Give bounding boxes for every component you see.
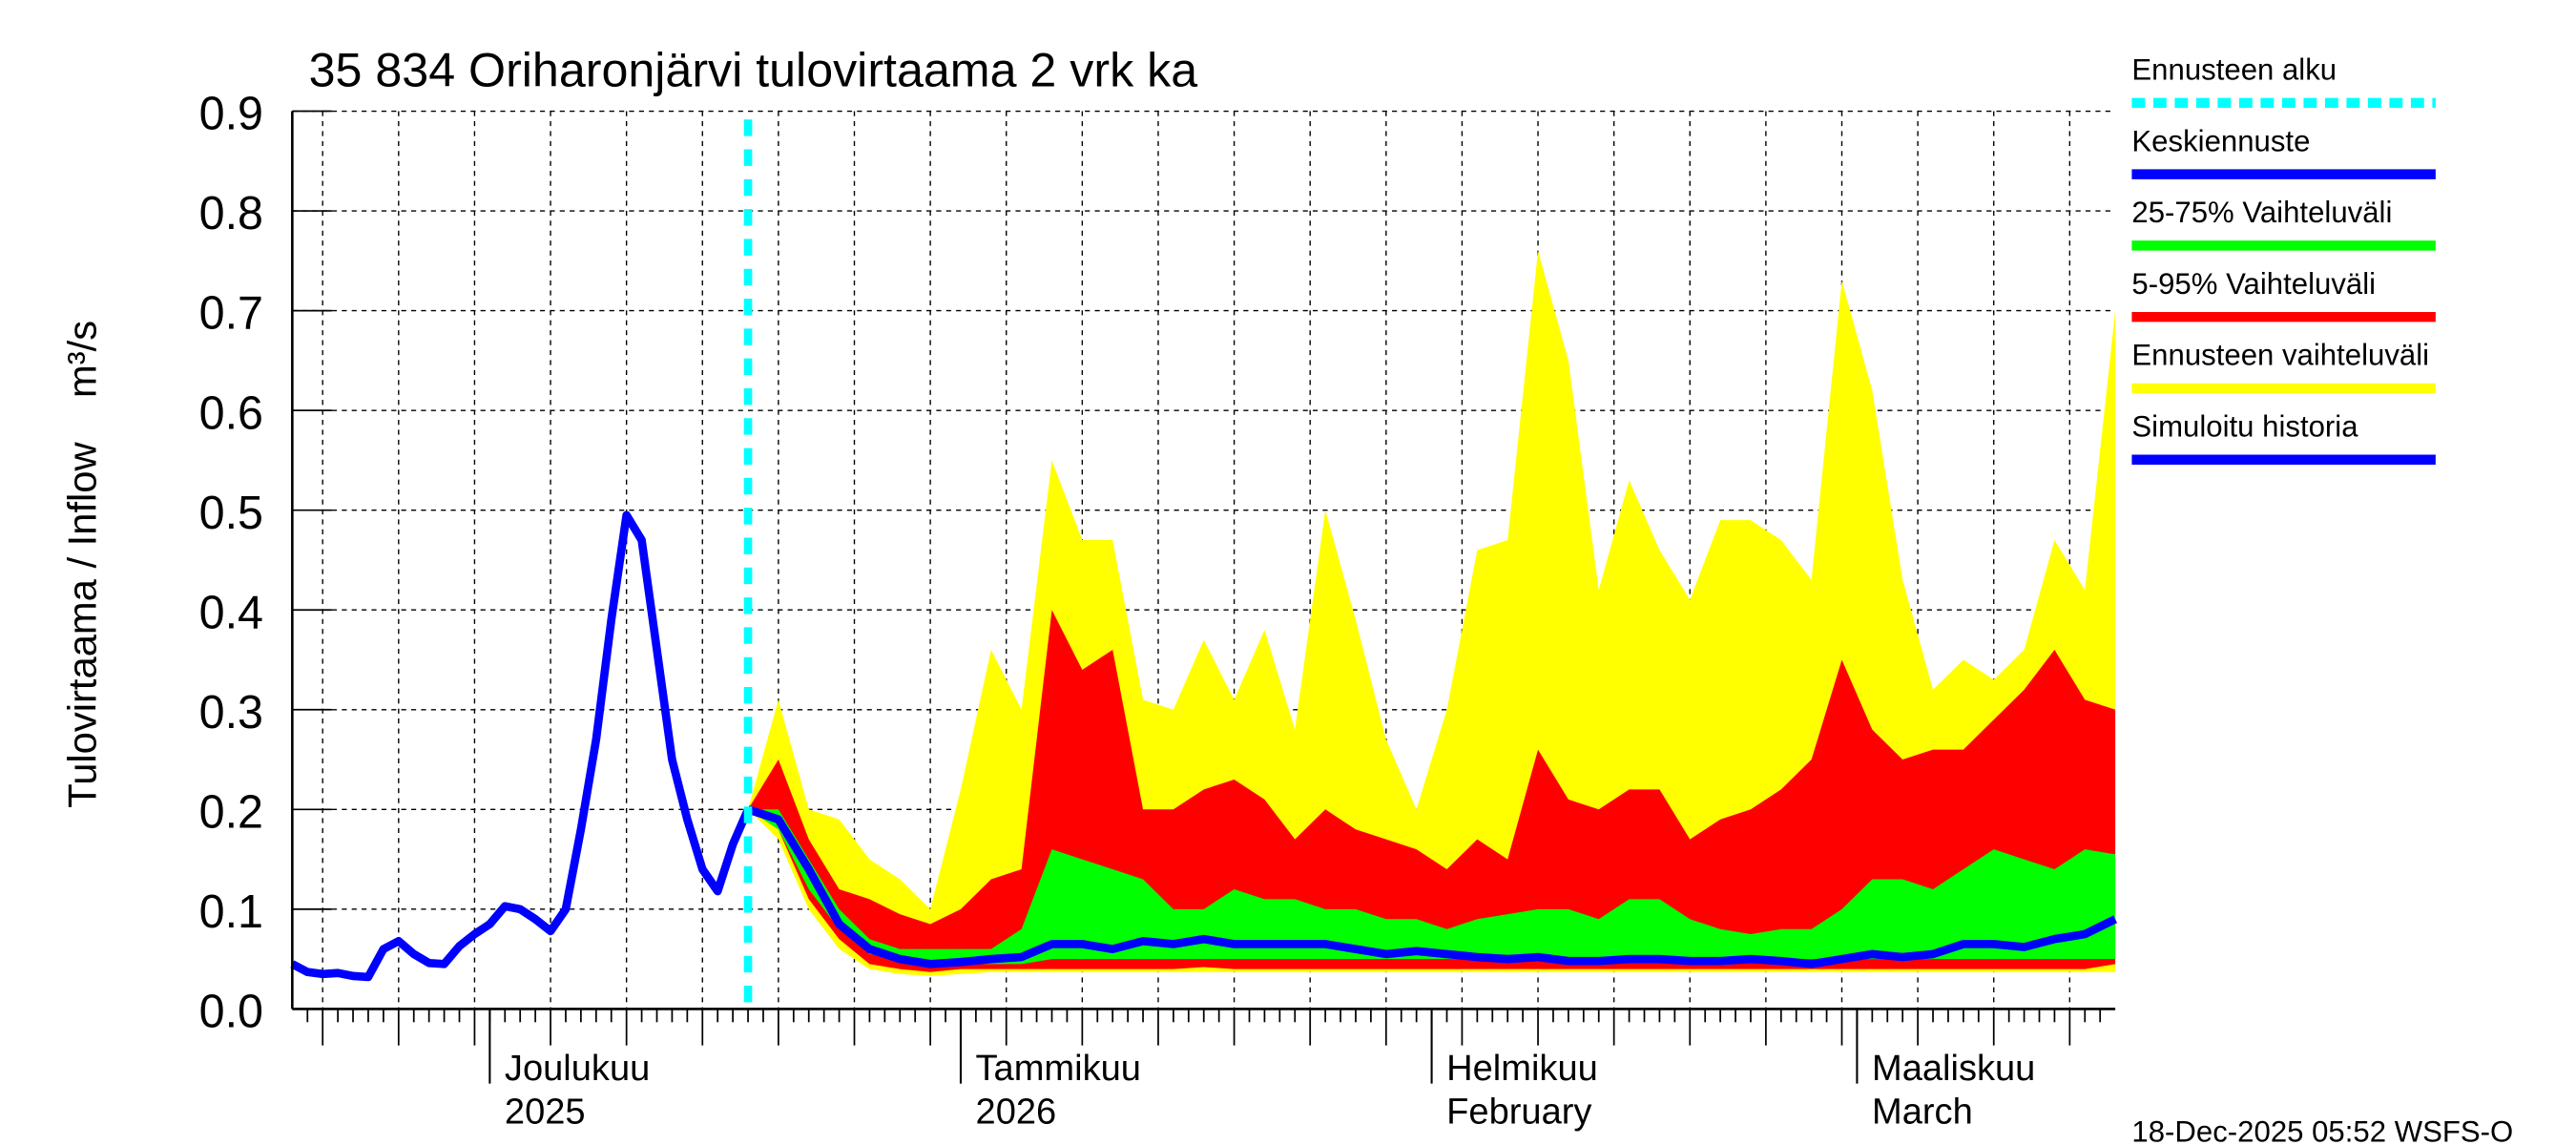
y-tick-label: 0.6 xyxy=(199,387,263,439)
y-tick-label: 0.0 xyxy=(199,986,263,1037)
mean-forecast-line xyxy=(746,805,2118,968)
y-axis-label: Tulovirtaama / Inflow m³/s xyxy=(59,321,104,808)
legend: Ennusteen alku Keskiennuste 25-75% Vaihtel… xyxy=(2131,52,2436,465)
y-tick-label: 0.1 xyxy=(199,886,263,938)
month-sublabel: 2026 xyxy=(976,1091,1057,1132)
forecast-bands xyxy=(748,250,2116,976)
legend-label: Keskiennuste xyxy=(2131,124,2310,157)
legend-label: Simuloitu historia xyxy=(2131,409,2358,443)
band-25-75 xyxy=(748,809,2116,965)
month-sublabel: February xyxy=(1446,1091,1591,1132)
month-label: Helmikuu xyxy=(1446,1048,1598,1089)
chart-title: 35 834 Oriharonjärvi tulovirtaama 2 vrk … xyxy=(309,42,1197,96)
month-sublabel: March xyxy=(1872,1091,1973,1132)
y-tick-label: 0.9 xyxy=(199,89,263,140)
month-label: Joulukuu xyxy=(505,1048,650,1089)
y-tick-label: 0.3 xyxy=(199,687,263,739)
y-tick-label: 0.7 xyxy=(199,288,263,340)
month-sublabel: 2025 xyxy=(505,1091,586,1132)
legend-label: Ennusteen vaihteluväli xyxy=(2131,339,2429,372)
y-tick-label: 0.4 xyxy=(199,587,263,638)
y-tick-label: 0.2 xyxy=(199,786,263,838)
legend-label: 25-75% Vaihteluväli xyxy=(2131,196,2392,229)
month-label: Maaliskuu xyxy=(1872,1048,2035,1089)
footer-timestamp: 18-Dec-2025 05:52 WSFS-O xyxy=(2131,1114,2513,1145)
y-tick-label: 0.8 xyxy=(199,188,263,239)
axes: 0.00.10.20.30.40.50.60.70.80.9Joulukuu20… xyxy=(199,89,2116,1132)
legend-label: 5-95% Vaihteluväli xyxy=(2131,267,2376,301)
legend-label: Ennusteen alku xyxy=(2131,52,2337,86)
y-tick-label: 0.5 xyxy=(199,488,263,539)
history-line xyxy=(290,510,753,982)
series-lines xyxy=(290,119,2118,1010)
month-label: Tammikuu xyxy=(976,1048,1141,1089)
